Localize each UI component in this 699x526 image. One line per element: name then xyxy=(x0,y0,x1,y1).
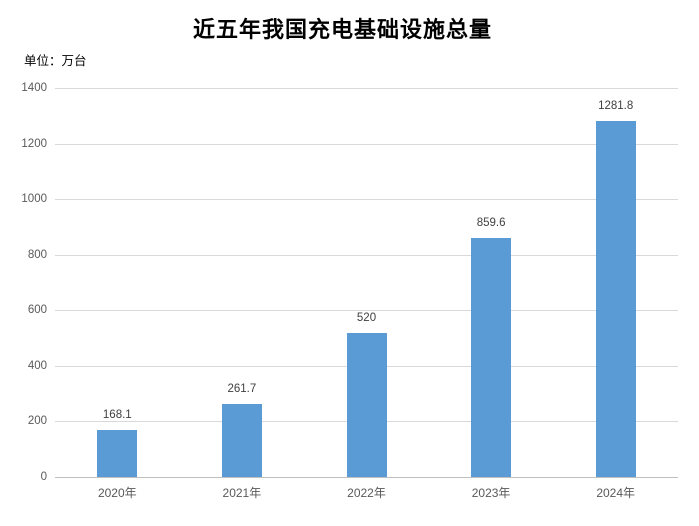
x-tick-label: 2021年 xyxy=(222,486,262,500)
y-tick-label: 1000 xyxy=(21,193,47,206)
data-label: 261.7 xyxy=(227,383,257,396)
data-label: 1281.8 xyxy=(598,99,634,112)
x-tick-label: 2022年 xyxy=(347,486,386,500)
data-label: 520 xyxy=(356,311,377,324)
gridline xyxy=(55,199,678,201)
x-tick-label: 2020年 xyxy=(97,486,137,500)
y-tick-label: 600 xyxy=(27,304,47,317)
y-tick-label: 800 xyxy=(27,248,47,261)
gridline xyxy=(55,310,678,312)
y-tick-label: 1400 xyxy=(21,82,47,94)
bar-2021年 xyxy=(221,404,262,477)
bar-2020年 xyxy=(97,430,138,477)
bar-2023年 xyxy=(471,238,512,477)
bar-2022年 xyxy=(346,332,387,477)
y-tick-label: 200 xyxy=(27,415,47,428)
x-axis-line xyxy=(55,477,678,478)
data-label: 859.6 xyxy=(476,217,506,230)
data-label: 168.1 xyxy=(102,409,132,422)
y-tick-label: 0 xyxy=(40,471,47,483)
x-tick-label: 2023年 xyxy=(471,486,511,500)
unit-label: 单位：万台 xyxy=(24,54,87,68)
bar-2024年 xyxy=(595,120,636,477)
chart-title: 近五年我国充电基础设施总量 xyxy=(192,17,492,43)
plot-area: 168.1 261.7 520 859.6 1281.8 xyxy=(55,88,678,478)
x-tick-label: 2024年 xyxy=(596,486,636,500)
y-tick-label: 1200 xyxy=(21,137,47,150)
gridline xyxy=(55,143,678,145)
gridline xyxy=(55,88,678,89)
y-tick-label: 400 xyxy=(27,359,47,372)
gridline xyxy=(55,254,678,256)
